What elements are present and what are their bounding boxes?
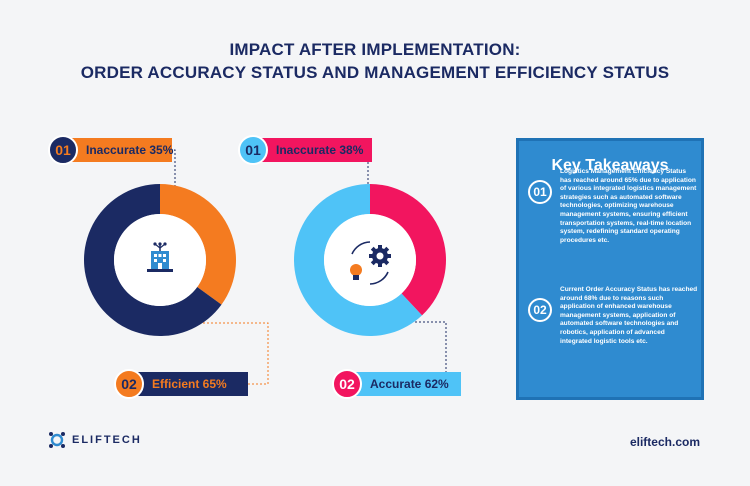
label-c2-inaccurate: 01 Inaccurate 38% xyxy=(238,135,372,165)
lightbulb-icon xyxy=(350,264,362,280)
key-takeaways-title: Key Takeaways xyxy=(551,157,669,174)
label-text: Inaccurate 35% xyxy=(72,138,173,162)
takeaway-text: Current Order Accuracy Status has reache… xyxy=(560,286,698,345)
label-text: Efficient 65% xyxy=(138,372,248,396)
donut-center xyxy=(324,214,416,306)
logo-text: ELIFTECH xyxy=(72,434,142,446)
label-number: 02 xyxy=(332,369,362,399)
cycle-arrow-icon xyxy=(351,241,371,255)
donut-chart-efficiency xyxy=(84,183,237,336)
donut-slice-inaccurate xyxy=(160,184,237,305)
label-number: 02 xyxy=(114,369,144,399)
takeaway-text: Logistics Management Efficiency Status h… xyxy=(560,168,697,244)
label-number: 01 xyxy=(48,135,78,165)
page-title: IMPACT AFTER IMPLEMENTATION: ORDER ACCUR… xyxy=(0,38,750,84)
donut-chart-accuracy xyxy=(293,184,446,336)
lightbulb-gear-icon xyxy=(350,241,391,285)
title-line-1: IMPACT AFTER IMPLEMENTATION: xyxy=(229,40,521,59)
warehouse-icon xyxy=(147,242,173,272)
takeaway-number: 01 xyxy=(528,180,552,204)
takeaway-number: 02 xyxy=(528,298,552,322)
label-text: Inaccurate 38% xyxy=(262,138,372,162)
label-c1-efficient: 02 Efficient 65% xyxy=(114,369,248,399)
cycle-arrow-icon-2 xyxy=(369,271,389,285)
eliftech-logo-icon xyxy=(49,432,65,448)
label-number: 01 xyxy=(238,135,268,165)
donut-slice-accurate xyxy=(293,184,423,336)
label-c1-inaccurate: 01 Inaccurate 35% xyxy=(48,135,173,165)
eliftech-logo[interactable]: ELIFTECH xyxy=(48,431,142,449)
title-line-2: ORDER ACCURACY STATUS AND MANAGEMENT EFF… xyxy=(80,63,670,82)
donut-slice-efficient xyxy=(84,183,222,336)
site-link[interactable]: eliftech.com xyxy=(629,435,700,449)
connector-c1-efficient xyxy=(195,322,269,385)
label-c2-accurate: 02 Accurate 62% xyxy=(332,369,461,399)
label-text: Accurate 62% xyxy=(356,372,461,396)
donut-slice-inaccurate xyxy=(370,184,446,316)
gear-icon xyxy=(369,245,391,267)
